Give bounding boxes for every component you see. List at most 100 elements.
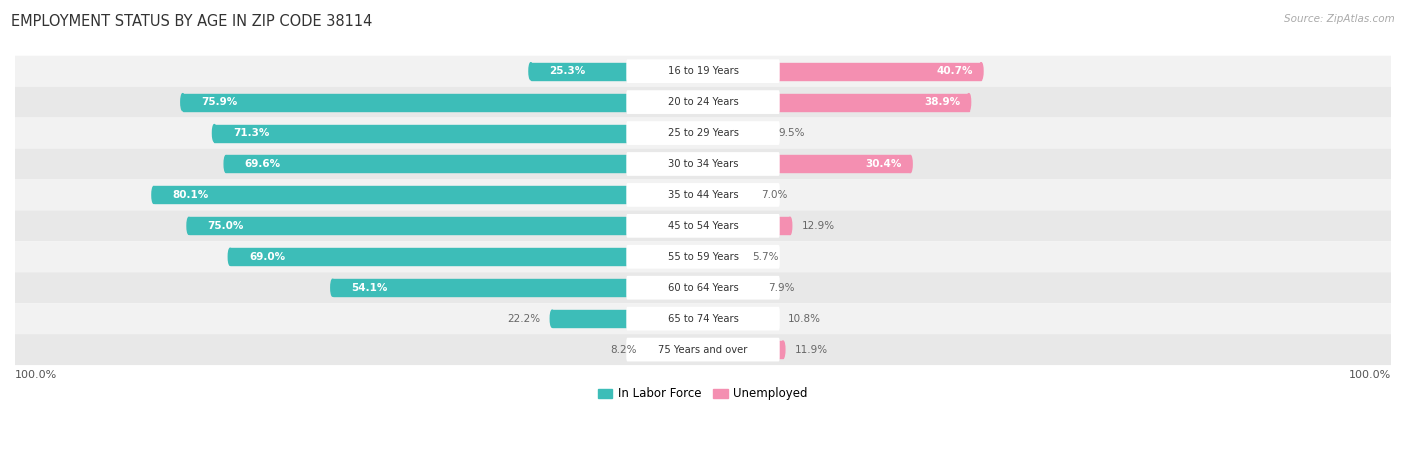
Circle shape <box>187 217 191 235</box>
Circle shape <box>765 124 768 142</box>
Circle shape <box>699 156 703 172</box>
Text: 35 to 44 Years: 35 to 44 Years <box>668 190 738 200</box>
Text: 8.2%: 8.2% <box>610 345 637 354</box>
Bar <box>531 63 702 80</box>
Text: 16 to 19 Years: 16 to 19 Years <box>668 66 738 76</box>
Bar <box>704 94 969 110</box>
Circle shape <box>152 186 156 203</box>
FancyBboxPatch shape <box>1 272 1405 303</box>
Circle shape <box>550 310 554 327</box>
Circle shape <box>754 279 758 296</box>
Text: 75.9%: 75.9% <box>201 97 238 107</box>
Bar <box>704 249 741 265</box>
Bar <box>704 156 910 172</box>
Text: 69.0%: 69.0% <box>249 252 285 262</box>
Circle shape <box>699 310 703 327</box>
Text: 69.6%: 69.6% <box>245 159 281 169</box>
Circle shape <box>748 186 751 203</box>
Circle shape <box>647 341 651 358</box>
Circle shape <box>703 186 707 203</box>
Circle shape <box>703 63 707 80</box>
Circle shape <box>699 279 703 296</box>
FancyBboxPatch shape <box>1 303 1405 334</box>
Bar <box>704 124 766 142</box>
FancyBboxPatch shape <box>626 90 780 114</box>
Text: 80.1%: 80.1% <box>173 190 209 200</box>
Circle shape <box>212 124 217 142</box>
Text: 11.9%: 11.9% <box>796 345 828 354</box>
Text: Source: ZipAtlas.com: Source: ZipAtlas.com <box>1284 14 1395 23</box>
Bar <box>188 217 702 235</box>
Circle shape <box>787 217 792 235</box>
Text: 38.9%: 38.9% <box>924 97 960 107</box>
Text: 54.1%: 54.1% <box>352 283 388 293</box>
Circle shape <box>703 279 707 296</box>
FancyBboxPatch shape <box>626 60 780 83</box>
Circle shape <box>979 63 983 80</box>
FancyBboxPatch shape <box>1 179 1405 210</box>
Text: 75 Years and over: 75 Years and over <box>658 345 748 354</box>
Text: 9.5%: 9.5% <box>779 128 806 138</box>
Text: 12.9%: 12.9% <box>801 221 835 231</box>
Circle shape <box>330 279 335 296</box>
FancyBboxPatch shape <box>626 214 780 238</box>
Circle shape <box>699 341 703 358</box>
Bar <box>704 310 776 327</box>
Circle shape <box>699 94 703 110</box>
FancyBboxPatch shape <box>1 210 1405 241</box>
Circle shape <box>773 310 778 327</box>
Circle shape <box>782 341 785 358</box>
Circle shape <box>699 186 703 203</box>
Text: 10.8%: 10.8% <box>787 313 821 324</box>
Text: 25 to 29 Years: 25 to 29 Years <box>668 128 738 138</box>
FancyBboxPatch shape <box>626 152 780 176</box>
FancyBboxPatch shape <box>1 148 1405 179</box>
Circle shape <box>228 249 232 265</box>
Text: 71.3%: 71.3% <box>233 128 270 138</box>
FancyBboxPatch shape <box>1 334 1405 365</box>
Bar <box>214 124 702 142</box>
Text: 100.0%: 100.0% <box>1348 370 1391 380</box>
Circle shape <box>703 124 707 142</box>
Bar <box>153 186 702 203</box>
Bar <box>704 217 790 235</box>
FancyBboxPatch shape <box>626 121 780 145</box>
Circle shape <box>699 217 703 235</box>
Circle shape <box>908 156 912 172</box>
Circle shape <box>703 217 707 235</box>
Bar <box>704 186 749 203</box>
Circle shape <box>699 249 703 265</box>
Bar <box>231 249 702 265</box>
Circle shape <box>529 63 533 80</box>
Text: 40.7%: 40.7% <box>936 66 973 76</box>
Text: 20 to 24 Years: 20 to 24 Years <box>668 97 738 107</box>
Text: 100.0%: 100.0% <box>15 370 58 380</box>
FancyBboxPatch shape <box>626 183 780 207</box>
FancyBboxPatch shape <box>626 245 780 269</box>
Text: 30.4%: 30.4% <box>866 159 901 169</box>
Circle shape <box>738 249 742 265</box>
Bar <box>183 94 702 110</box>
FancyBboxPatch shape <box>1 241 1405 272</box>
Bar <box>648 341 702 358</box>
Circle shape <box>703 310 707 327</box>
Text: 75.0%: 75.0% <box>208 221 245 231</box>
Bar <box>553 310 702 327</box>
Text: 5.7%: 5.7% <box>752 252 779 262</box>
Circle shape <box>699 63 703 80</box>
Circle shape <box>699 124 703 142</box>
Legend: In Labor Force, Unemployed: In Labor Force, Unemployed <box>593 383 813 405</box>
FancyBboxPatch shape <box>626 338 780 361</box>
Text: 65 to 74 Years: 65 to 74 Years <box>668 313 738 324</box>
Circle shape <box>703 94 707 110</box>
FancyBboxPatch shape <box>1 118 1405 148</box>
Circle shape <box>703 249 707 265</box>
Bar <box>226 156 702 172</box>
Text: EMPLOYMENT STATUS BY AGE IN ZIP CODE 38114: EMPLOYMENT STATUS BY AGE IN ZIP CODE 381… <box>11 14 373 28</box>
Bar <box>704 279 755 296</box>
Text: 45 to 54 Years: 45 to 54 Years <box>668 221 738 231</box>
Bar <box>704 341 783 358</box>
FancyBboxPatch shape <box>626 307 780 331</box>
Text: 7.0%: 7.0% <box>762 190 787 200</box>
FancyBboxPatch shape <box>626 276 780 299</box>
